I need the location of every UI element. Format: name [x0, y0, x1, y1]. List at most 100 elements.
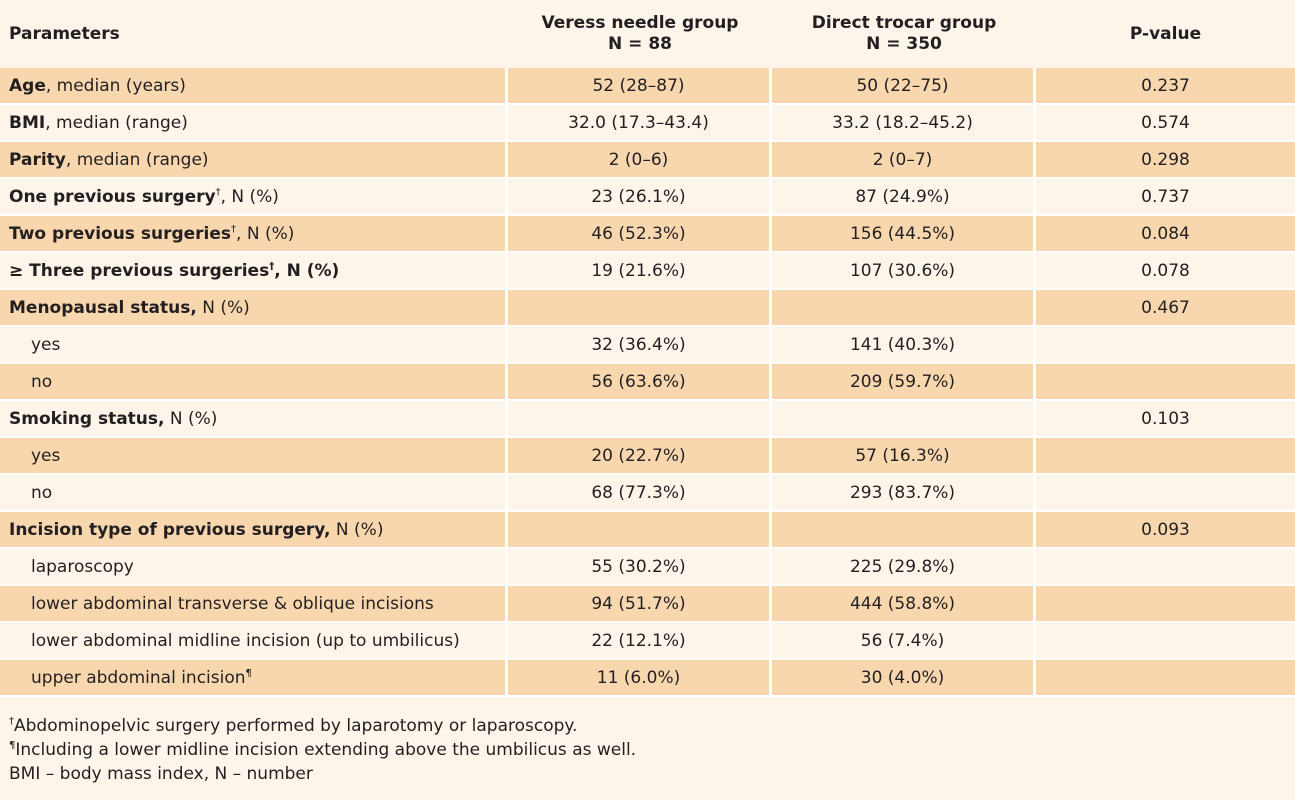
row-label: lower abdominal midline incision (up to … [0, 623, 508, 660]
row-label: upper abdominal incision¶ [0, 660, 508, 697]
dagger-mark: † [9, 716, 14, 727]
veress-value: 20 (22.7%) [508, 438, 772, 475]
trocar-value: 57 (16.3%) [772, 438, 1036, 475]
table-row: Menopausal status, N (%) 0.467 [0, 290, 1295, 327]
footnote-pilcrow-text: Including a lower midline incision exten… [15, 740, 637, 760]
p-value: 0.078 [1036, 253, 1295, 290]
row-label-bold: Age [9, 75, 46, 96]
veress-value: 52 (28–87) [508, 68, 772, 105]
table-row: no 68 (77.3%) 293 (83.7%) [0, 475, 1295, 512]
veress-value [508, 290, 772, 327]
header-trocar-group: Direct trocar group N = 350 [772, 0, 1036, 68]
trocar-value: 293 (83.7%) [772, 475, 1036, 512]
veress-value: 32.0 (17.3–43.4) [508, 105, 772, 142]
p-value [1036, 549, 1295, 586]
row-label-rest: N (%) [330, 519, 384, 540]
table-row: yes 20 (22.7%) 57 (16.3%) [0, 438, 1295, 475]
table-row: Incision type of previous surgery, N (%)… [0, 512, 1295, 549]
p-value: 0.093 [1036, 512, 1295, 549]
trocar-value: 33.2 (18.2–45.2) [772, 105, 1036, 142]
table-row: lower abdominal midline incision (up to … [0, 623, 1295, 660]
row-label-bold: Parity [9, 149, 66, 170]
trocar-value: 2 (0–7) [772, 142, 1036, 179]
trocar-value: 87 (24.9%) [772, 179, 1036, 216]
row-label-bold: Menopausal status, [9, 297, 197, 318]
dagger-mark: † [269, 260, 275, 272]
veress-value: 19 (21.6%) [508, 253, 772, 290]
table-row: no 56 (63.6%) 209 (59.7%) [0, 364, 1295, 401]
p-value: 0.737 [1036, 179, 1295, 216]
p-value: 0.084 [1036, 216, 1295, 253]
row-label: lower abdominal transverse & oblique inc… [0, 586, 508, 623]
p-value [1036, 660, 1295, 697]
veress-value: 11 (6.0%) [508, 660, 772, 697]
footnote-abbreviations: BMI – body mass index, N – number [9, 764, 313, 784]
p-value [1036, 623, 1295, 660]
trocar-value: 209 (59.7%) [772, 364, 1036, 401]
p-value: 0.574 [1036, 105, 1295, 142]
trocar-value: 107 (30.6%) [772, 253, 1036, 290]
row-label: One previous surgery†, N (%) [0, 179, 508, 216]
footnote-dagger-text: Abdominopelvic surgery performed by lapa… [14, 716, 578, 736]
p-value [1036, 586, 1295, 623]
p-value: 0.467 [1036, 290, 1295, 327]
table-row: Two previous surgeries†, N (%) 46 (52.3%… [0, 216, 1295, 253]
header-parameters: Parameters [0, 0, 508, 68]
row-label: Two previous surgeries†, N (%) [0, 216, 508, 253]
table-row: laparoscopy 55 (30.2%) 225 (29.8%) [0, 549, 1295, 586]
table-row: ≥ Three previous surgeries†, N (%) 19 (2… [0, 253, 1295, 290]
p-value [1036, 475, 1295, 512]
veress-value [508, 512, 772, 549]
trocar-value: 225 (29.8%) [772, 549, 1036, 586]
row-label: laparoscopy [0, 549, 508, 586]
row-label-bold: BMI [9, 112, 46, 133]
row-label: no [0, 364, 508, 401]
p-value: 0.103 [1036, 401, 1295, 438]
row-label-bold: ≥ Three previous surgeries [9, 260, 270, 281]
table-row: yes 32 (36.4%) 141 (40.3%) [0, 327, 1295, 364]
table-row: Smoking status, N (%) 0.103 [0, 401, 1295, 438]
footnote-pilcrow: ¶Including a lower midline incision exte… [9, 738, 636, 762]
row-label-rest: N (%) [164, 408, 218, 429]
p-value: 0.298 [1036, 142, 1295, 179]
table-row: BMI, median (range) 32.0 (17.3–43.4) 33.… [0, 105, 1295, 142]
table-row: One previous surgery†, N (%) 23 (26.1%) … [0, 179, 1295, 216]
row-label-rest: , N (%) [274, 260, 340, 281]
trocar-value: 141 (40.3%) [772, 327, 1036, 364]
row-label-rest: N (%) [196, 297, 250, 318]
veress-value: 23 (26.1%) [508, 179, 772, 216]
trocar-value: 50 (22–75) [772, 68, 1036, 105]
row-label: Incision type of previous surgery, N (%) [0, 512, 508, 549]
footnote-dagger: †Abdominopelvic surgery performed by lap… [9, 714, 636, 738]
row-label-rest: , N (%) [236, 223, 295, 244]
trocar-value: 30 (4.0%) [772, 660, 1036, 697]
veress-value: 55 (30.2%) [508, 549, 772, 586]
row-label: ≥ Three previous surgeries†, N (%) [0, 253, 508, 290]
table-row: lower abdominal transverse & oblique inc… [0, 586, 1295, 623]
veress-value [508, 401, 772, 438]
header-veress-n: N = 88 [608, 34, 672, 54]
row-label: Menopausal status, N (%) [0, 290, 508, 327]
table-row: Age, median (years) 52 (28–87) 50 (22–75… [0, 68, 1295, 105]
row-label-rest: , N (%) [220, 186, 279, 207]
veress-value: 56 (63.6%) [508, 364, 772, 401]
row-label-bold: Smoking status, [9, 408, 165, 429]
dagger-mark: † [231, 223, 237, 235]
p-value [1036, 327, 1295, 364]
p-value [1036, 364, 1295, 401]
header-trocar-n: N = 350 [866, 34, 942, 54]
trocar-value: 444 (58.8%) [772, 586, 1036, 623]
dagger-mark: † [215, 186, 221, 198]
header-row: Parameters Veress needle group N = 88 Di… [0, 0, 1295, 68]
pilcrow-mark: ¶ [9, 740, 16, 751]
row-label: yes [0, 438, 508, 475]
header-trocar-title: Direct trocar group [811, 13, 997, 33]
row-label-bold: One previous surgery [9, 186, 216, 207]
veress-value: 32 (36.4%) [508, 327, 772, 364]
row-label-bold: Incision type of previous surgery, [9, 519, 331, 540]
veress-value: 22 (12.1%) [508, 623, 772, 660]
row-label: Smoking status, N (%) [0, 401, 508, 438]
row-label-rest: , median (years) [45, 75, 186, 96]
row-label: Parity, median (range) [0, 142, 508, 179]
